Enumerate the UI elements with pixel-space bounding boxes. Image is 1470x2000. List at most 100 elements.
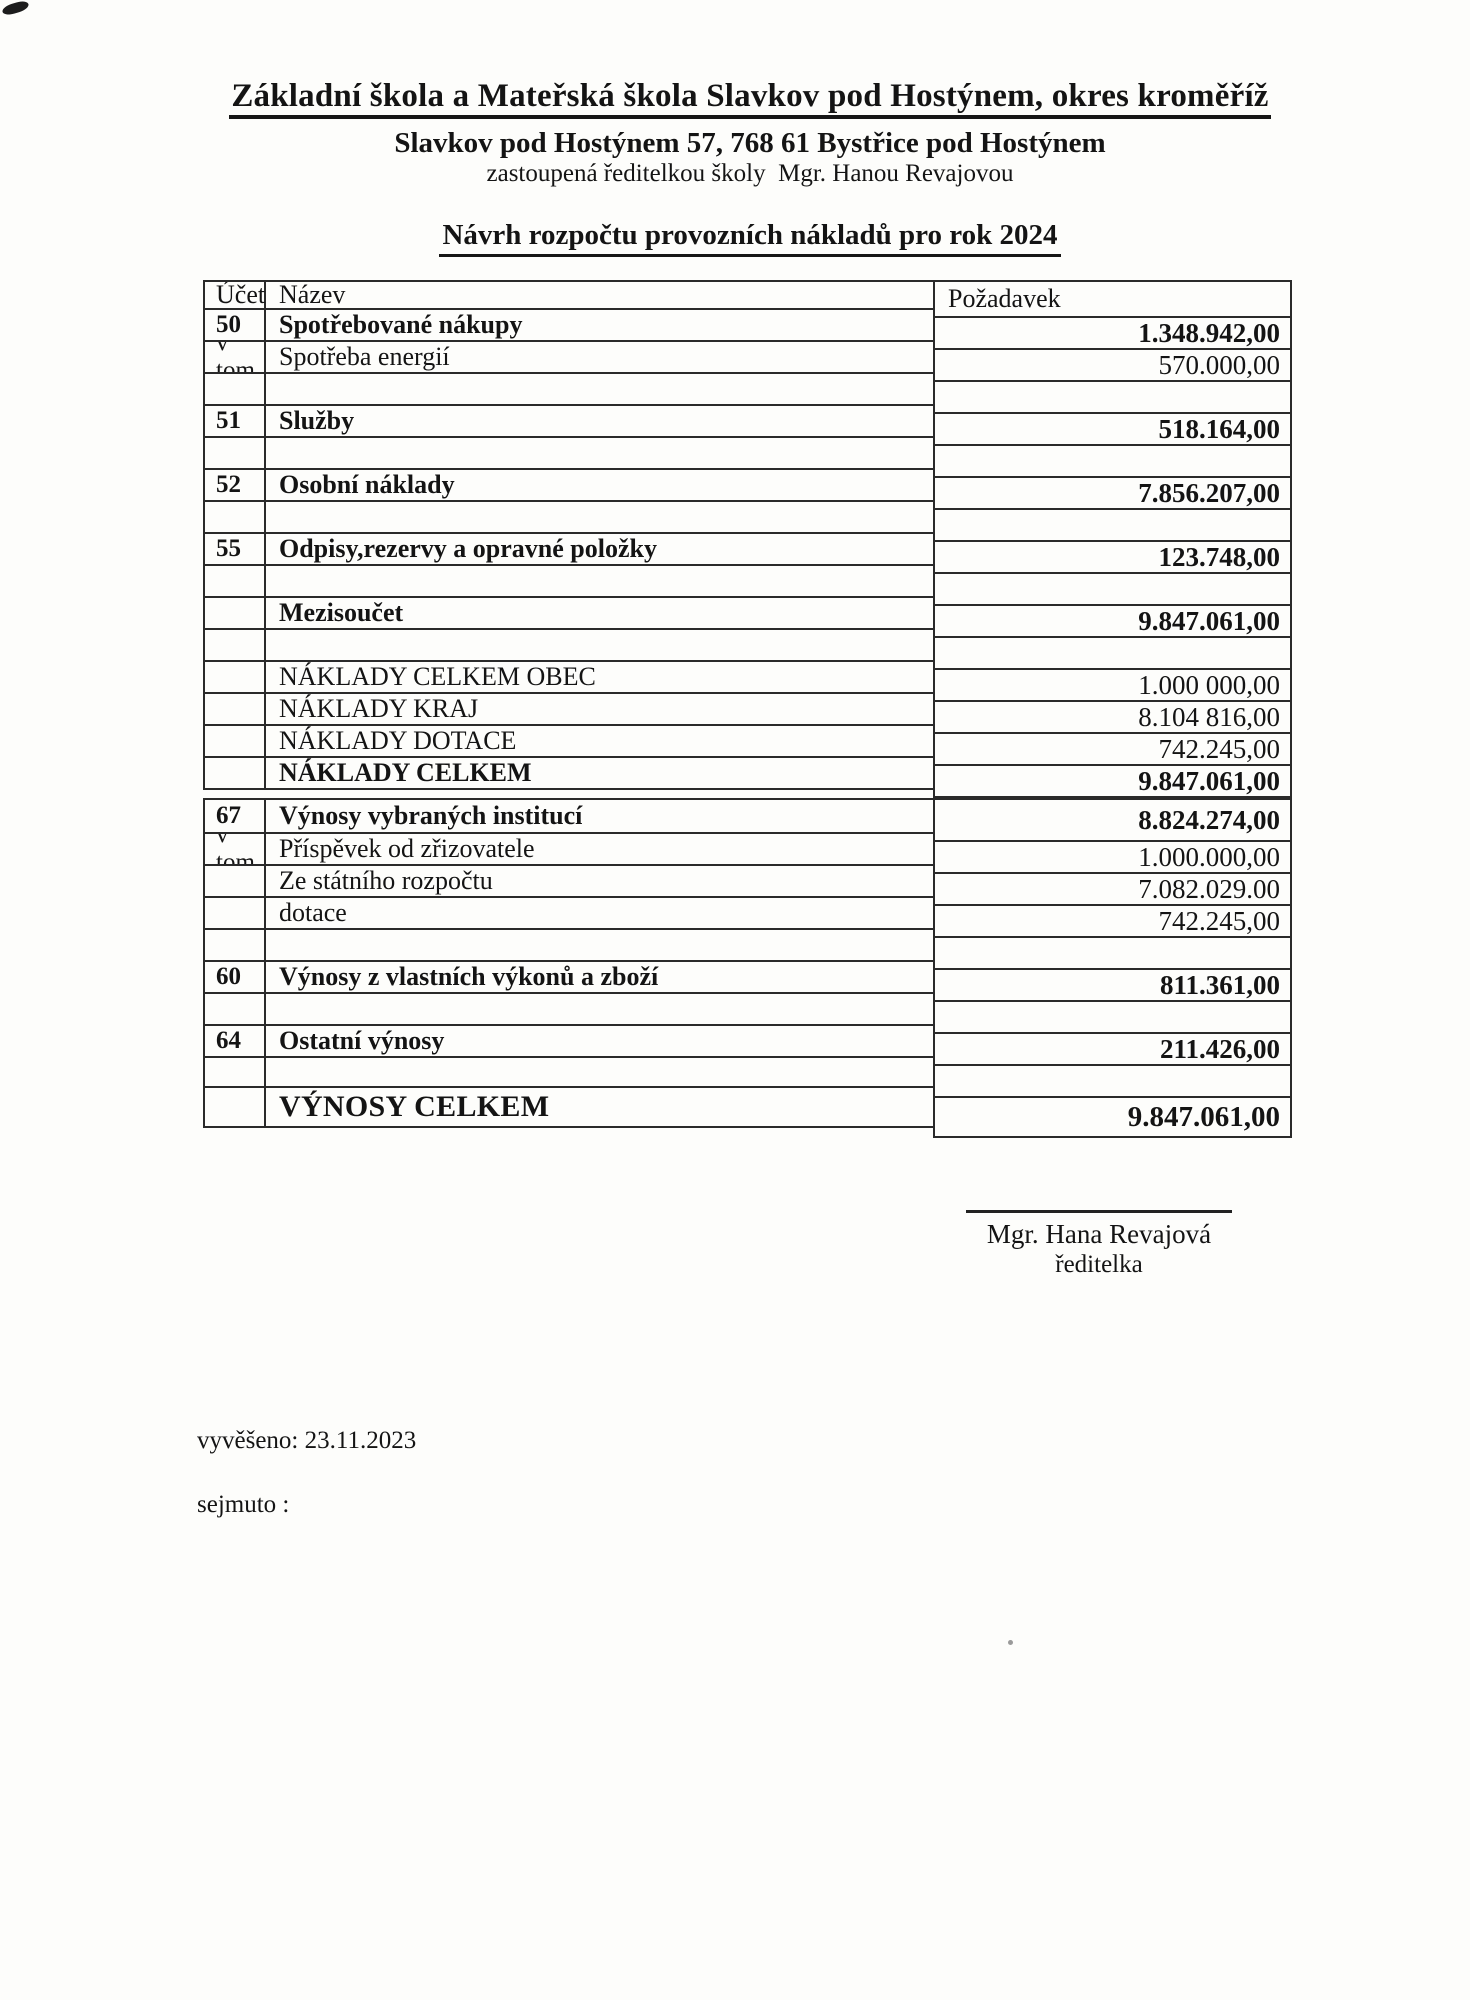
- costs-table-values: Požadavek 1.348.942,00 570.000,00 518.164,…: [933, 280, 1292, 798]
- account-cell: [205, 374, 266, 404]
- value-row: 570.000,00: [935, 350, 1290, 382]
- name-cell: [266, 630, 933, 660]
- revenue-table-values: 8.824.274,00 1.000.000,00 7.082.029.00 742.…: [933, 798, 1292, 1138]
- account-cell: [205, 930, 266, 960]
- value-row: 1.348.942,00: [935, 318, 1290, 350]
- account-cell: [205, 502, 266, 532]
- table-row: Ze státního rozpočtu: [205, 866, 933, 898]
- value-row: 9.847.061,00: [935, 1098, 1290, 1138]
- account-header-cell: Účet: [205, 282, 266, 308]
- name-cell: VÝNOSY CELKEM: [279, 1090, 550, 1123]
- value-cell: 8.104 816,00: [1138, 702, 1280, 732]
- name-cell: Odpisy,rezervy a opravné položky: [279, 534, 657, 563]
- table-row: NÁKLADY CELKEM: [205, 758, 933, 790]
- value-row: 811.361,00: [935, 970, 1290, 1002]
- name-cell: [266, 438, 933, 468]
- account-cell: v tom: [205, 834, 266, 864]
- account-cell: [205, 866, 266, 896]
- value-cell: 7.856.207,00: [1138, 478, 1280, 508]
- costs-header-row: Účet Název: [205, 282, 933, 310]
- value-row: [935, 382, 1290, 414]
- value-row: 7.856.207,00: [935, 478, 1290, 510]
- value-row: 211.426,00: [935, 1034, 1290, 1066]
- name-cell: Výnosy z vlastních výkonů a zboží: [279, 962, 659, 991]
- name-cell: Mezisoučet: [279, 598, 404, 627]
- name-cell: NÁKLADY KRAJ: [279, 694, 479, 723]
- value-row: 742.245,00: [935, 906, 1290, 938]
- value-row: 518.164,00: [935, 414, 1290, 446]
- value-cell: 211.426,00: [1159, 1034, 1280, 1064]
- table-row: NÁKLADY DOTACE: [205, 726, 933, 758]
- account-cell: [205, 438, 266, 468]
- name-cell: Spotřeba energií: [279, 342, 450, 371]
- value-cell: 8.824.274,00: [1138, 804, 1280, 835]
- value-row: [935, 938, 1290, 970]
- value-cell: 9.847.061,00: [1138, 606, 1280, 636]
- signature-line: [966, 1210, 1232, 1213]
- value-cell: 1.348.942,00: [1138, 318, 1280, 348]
- name-cell: NÁKLADY DOTACE: [279, 726, 517, 755]
- value-cell: 742.245,00: [1158, 734, 1281, 764]
- account-cell: 55: [205, 534, 266, 564]
- costs-table-labels: Účet Název 50 Spotřebované nákupy v tom Spo…: [203, 280, 933, 790]
- name-header-cell: Název: [279, 282, 346, 309]
- scan-dot: [1008, 1640, 1013, 1645]
- value-header-cell: Požadavek: [948, 284, 1061, 313]
- table-row: v tom Spotřeba energií: [205, 342, 933, 374]
- name-cell: [266, 1058, 933, 1086]
- name-cell: Služby: [279, 406, 355, 435]
- name-cell: Spotřebované nákupy: [279, 310, 523, 339]
- value-cell: 9.847.061,00: [1127, 1100, 1280, 1133]
- table-row: 50 Spotřebované nákupy: [205, 310, 933, 342]
- table-row: 55 Odpisy,rezervy a opravné položky: [205, 534, 933, 566]
- account-cell: [205, 662, 266, 692]
- value-row: [935, 446, 1290, 478]
- value-row: 1.000 000,00: [935, 670, 1290, 702]
- name-cell: Osobní náklady: [279, 470, 455, 499]
- table-row: [205, 566, 933, 598]
- value-cell: 1.000.000,00: [1138, 842, 1280, 872]
- value-header-row: Požadavek: [935, 282, 1290, 318]
- table-row: [205, 930, 933, 962]
- representative-line: zastoupená ředitelkou školy Mgr. Hanou R…: [486, 160, 1014, 187]
- value-row: 1.000.000,00: [935, 842, 1290, 874]
- table-row: 60 Výnosy z vlastních výkonů a zboží: [205, 962, 933, 994]
- account-cell: [205, 994, 266, 1024]
- value-cell: 570.000,00: [1158, 350, 1281, 380]
- name-cell: [266, 502, 933, 532]
- org-name: Základní škola a Mateřská škola Slavkov …: [15, 78, 1470, 119]
- account-cell: 50: [205, 310, 266, 340]
- account-cell: [205, 694, 266, 724]
- value-row: 9.847.061,00: [935, 766, 1290, 798]
- account-cell: v tom: [205, 342, 266, 372]
- value-row: [935, 574, 1290, 606]
- scan-smudge: [1, 0, 30, 17]
- name-cell: Ostatní výnosy: [279, 1026, 445, 1055]
- value-cell: 811.361,00: [1159, 970, 1280, 1000]
- table-row: 67 Výnosy vybraných institucí: [205, 800, 933, 834]
- value-row: [935, 1066, 1290, 1098]
- document-title-text: Návrh rozpočtu provozních nákladů pro ro…: [439, 219, 1061, 257]
- value-cell: 7.082.029.00: [1138, 874, 1280, 904]
- signature-name: Mgr. Hana Revajová: [986, 1219, 1212, 1249]
- account-cell: [205, 758, 266, 788]
- removed-note: sejmuto :: [197, 1491, 290, 1518]
- name-cell: dotace: [279, 898, 347, 927]
- account-cell: [205, 1088, 266, 1126]
- value-cell: 742.245,00: [1158, 906, 1281, 936]
- table-row: dotace: [205, 898, 933, 930]
- value-row: 9.847.061,00: [935, 606, 1290, 638]
- account-cell: 52: [205, 470, 266, 500]
- posted-note: vyvěšeno: 23.11.2023: [197, 1427, 417, 1454]
- table-row: NÁKLADY KRAJ: [205, 694, 933, 726]
- org-name-text: Základní škola a Mateřská škola Slavkov …: [229, 78, 1271, 119]
- name-cell: [266, 374, 933, 404]
- account-cell: 60: [205, 962, 266, 992]
- value-row: [935, 510, 1290, 542]
- table-row: [205, 994, 933, 1026]
- value-row: 8.824.274,00: [935, 800, 1290, 842]
- table-row: VÝNOSY CELKEM: [205, 1088, 933, 1128]
- value-row: 7.082.029.00: [935, 874, 1290, 906]
- table-row: [205, 1058, 933, 1088]
- account-cell: [205, 598, 266, 628]
